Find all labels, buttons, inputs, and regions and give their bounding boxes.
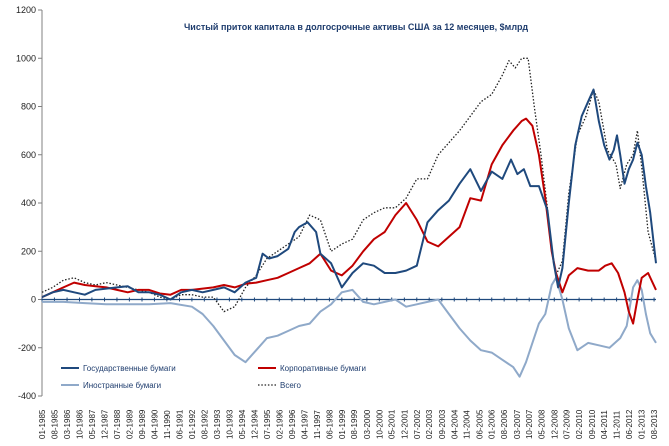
x-tick-label: 03-1986 <box>63 409 72 439</box>
x-tick-label: 02-1989 <box>125 409 134 439</box>
x-tick-label: 04-2011 <box>600 410 609 439</box>
x-tick-label: 10-1986 <box>75 409 84 439</box>
x-tick-label: 10-2000 <box>375 409 384 439</box>
y-tick-label: 1200 <box>16 5 36 15</box>
y-tick-label: 400 <box>21 198 36 208</box>
x-tick-label: 01-1985 <box>38 409 47 439</box>
y-tick-label: -400 <box>18 391 36 401</box>
x-tick-label: 01-1992 <box>188 409 197 439</box>
x-tick-label: 03-2000 <box>363 409 372 439</box>
x-tick-label: 08-1999 <box>350 409 359 439</box>
x-tick-label: 07-1988 <box>113 409 122 439</box>
y-tick-label: 800 <box>21 102 36 112</box>
x-tick-label: 02-2010 <box>575 409 584 439</box>
legend-label-0: Государственные бумаги <box>83 364 176 373</box>
x-tick-label: 11-2011 <box>613 410 622 439</box>
x-tick-label: 12-1987 <box>101 409 110 439</box>
x-tick-label: 11-1990 <box>163 410 172 439</box>
x-tick-label: 12-1994 <box>250 409 259 439</box>
series-line-2 <box>42 276 657 378</box>
series-layer <box>41 57 657 378</box>
series-line-1 <box>41 117 657 325</box>
x-tick-label: 04-1997 <box>300 409 309 439</box>
legend-label-1: Корпоративные бумаги <box>280 364 366 373</box>
x-tick-label: 09-2010 <box>588 409 597 439</box>
legend-label-3: Всего <box>280 381 302 390</box>
x-tick-label: 06-2005 <box>475 409 484 439</box>
y-tick-label: 200 <box>21 246 36 256</box>
x-tick-label: 07-2002 <box>413 409 422 439</box>
chart-title: Чистый приток капитала в долгосрочные ак… <box>184 22 528 32</box>
x-tick-label: 03-2007 <box>513 409 522 439</box>
x-tick-label: 08-1985 <box>50 409 59 439</box>
x-tick-label: 05-1987 <box>88 409 97 439</box>
x-tick-label: 12-2008 <box>550 409 559 439</box>
x-tick-label: 02-1996 <box>275 409 284 439</box>
y-tick-label: -200 <box>18 343 36 353</box>
x-tick-label: 10-1993 <box>225 409 234 439</box>
x-tick-label: 04-2004 <box>450 409 459 439</box>
x-tick-label: 05-1994 <box>238 409 247 439</box>
x-tick-label: 07-2009 <box>563 409 572 439</box>
series-line-3 <box>41 57 657 313</box>
x-tick-label: 12-2001 <box>400 409 409 439</box>
y-tick-label: 0 <box>31 295 36 305</box>
x-tick-label: 09-2003 <box>438 409 447 439</box>
x-tick-label: 08-2013 <box>650 409 659 439</box>
y-tick-label: 1000 <box>16 53 36 63</box>
x-tick-label: 06-2012 <box>625 409 634 439</box>
x-tick-label: 05-2001 <box>388 409 397 439</box>
x-tick-label: 09-1996 <box>288 409 297 439</box>
series-line-0 <box>41 88 657 301</box>
x-tick-label: 08-1992 <box>200 409 209 439</box>
x-tick-label: 01-1999 <box>338 409 347 439</box>
legend: Государственные бумаги Корпоративные бума… <box>61 364 366 390</box>
y-tick-label: 600 <box>21 150 36 160</box>
x-tick-label: 09-1989 <box>138 409 147 439</box>
x-tick-label: 02-2003 <box>425 409 434 439</box>
x-tick-label: 10-2007 <box>525 409 534 439</box>
x-tick-label: 01-2006 <box>488 409 497 439</box>
x-tick-label: 06-1991 <box>175 409 184 439</box>
x-tick-label: 06-1998 <box>325 409 334 439</box>
x-tick-label: 01-2013 <box>638 409 647 439</box>
x-tick-label: 11-2004 <box>463 410 472 439</box>
x-tick-label: 03-1993 <box>213 409 222 439</box>
x-tick-label: 04-1990 <box>150 409 159 439</box>
x-tick-label: 07-1995 <box>263 409 272 439</box>
legend-label-2: Иностранные бумаги <box>83 381 161 390</box>
x-tick-label: 08-2006 <box>500 409 509 439</box>
x-tick-label: 05-2008 <box>538 409 547 439</box>
x-tick-label: 11-1997 <box>313 410 322 439</box>
